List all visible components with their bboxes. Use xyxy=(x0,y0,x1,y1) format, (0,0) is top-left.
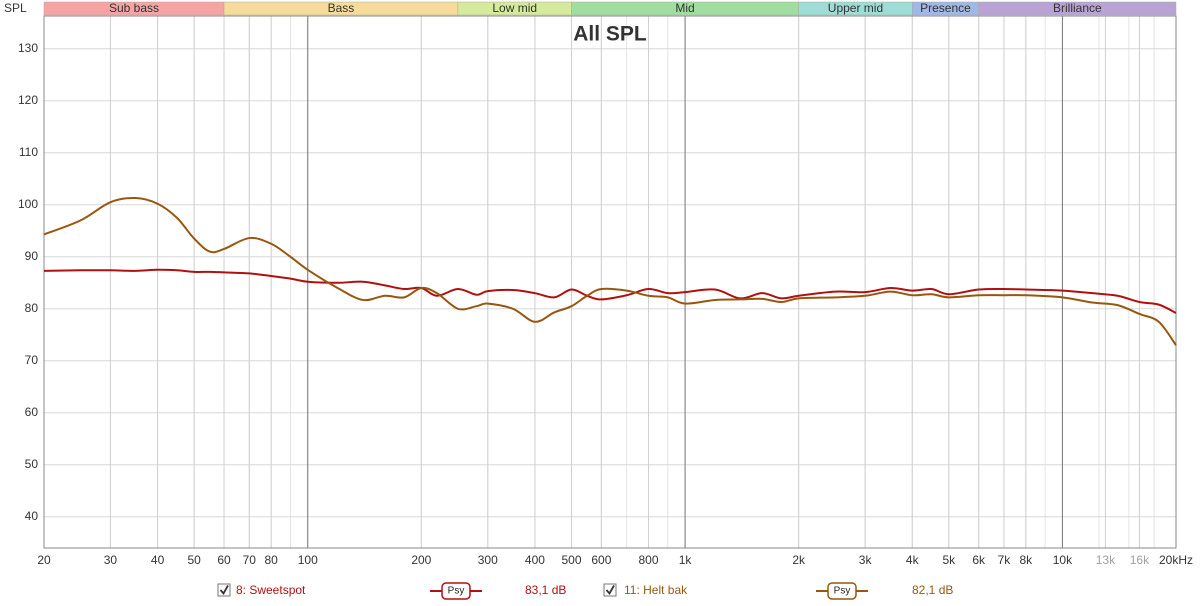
y-tick-label: 40 xyxy=(25,509,39,523)
legend-checkbox[interactable] xyxy=(217,583,231,597)
x-tick-label: 16k xyxy=(1130,553,1150,567)
y-tick-label: 90 xyxy=(25,249,39,263)
series-line xyxy=(43,196,1177,346)
x-tick-label: 200 xyxy=(411,553,431,567)
smoothing-box xyxy=(827,582,857,600)
band-label: Mid xyxy=(675,1,694,15)
plot-border xyxy=(43,15,1177,549)
x-tick-label: 50 xyxy=(187,553,201,567)
y-tick-label: 130 xyxy=(18,41,38,55)
x-tick-label: 10k xyxy=(1053,553,1073,567)
y-tick-label: 120 xyxy=(18,93,38,107)
smoothing-label: Psy xyxy=(834,586,851,597)
band-label: Upper mid xyxy=(828,1,883,15)
band-label: Bass xyxy=(328,1,355,15)
x-tick-label: 100 xyxy=(298,553,318,567)
x-tick-label: 600 xyxy=(591,553,611,567)
band-label: Low mid xyxy=(492,1,537,15)
x-tick-label: 20kHz xyxy=(1159,553,1193,567)
y-axis-label: SPL xyxy=(4,1,27,15)
y-tick-label: 80 xyxy=(25,301,39,315)
legend-name: 11: Helt bak xyxy=(624,583,688,597)
x-tick-label: 40 xyxy=(151,553,165,567)
band-label: Sub bass xyxy=(109,1,159,15)
legend-name: 8: Sweetspot xyxy=(236,583,306,597)
x-tick-label: 300 xyxy=(478,553,498,567)
chart-title: All SPL xyxy=(573,23,647,46)
x-tick-label: 3k xyxy=(859,553,873,567)
smoothing-box xyxy=(441,582,471,600)
x-tick-label: 6k xyxy=(972,553,986,567)
legend-checkbox[interactable] xyxy=(603,583,617,597)
x-tick-label: 2k xyxy=(792,553,806,567)
checkbox-check xyxy=(605,585,615,596)
x-tick-label: 13k xyxy=(1096,553,1116,567)
x-tick-label: 500 xyxy=(561,553,581,567)
y-tick-label: 110 xyxy=(19,145,38,159)
legend-level: 83,1 dB xyxy=(525,583,566,597)
y-tick-label: 50 xyxy=(25,457,39,471)
x-tick-label: 1k xyxy=(679,553,693,567)
x-tick-label: 7k xyxy=(998,553,1012,567)
band-label: Presence xyxy=(920,1,971,15)
plot-area xyxy=(43,15,1177,549)
y-tick-label: 70 xyxy=(25,353,39,367)
x-tick-label: 400 xyxy=(525,553,545,567)
y-tick-label: 60 xyxy=(25,405,39,419)
x-tick-label: 80 xyxy=(264,553,278,567)
checkbox-check xyxy=(219,585,229,596)
legend-level: 82,1 dB xyxy=(912,583,953,597)
y-tick-label: 100 xyxy=(18,197,38,211)
x-tick-label: 30 xyxy=(104,553,118,567)
x-tick-label: 4k xyxy=(906,553,920,567)
band-label: Brilliance xyxy=(1053,1,1102,15)
x-tick-label: 8k xyxy=(1020,553,1034,567)
band xyxy=(978,1,1177,16)
smoothing-label: Psy xyxy=(448,586,465,597)
x-tick-label: 800 xyxy=(638,553,658,567)
x-tick-label: 20 xyxy=(37,553,51,567)
x-tick-label: 60 xyxy=(217,553,231,567)
series-line xyxy=(43,268,1177,314)
x-tick-label: 5k xyxy=(942,553,956,567)
x-tick-label: 70 xyxy=(243,553,257,567)
